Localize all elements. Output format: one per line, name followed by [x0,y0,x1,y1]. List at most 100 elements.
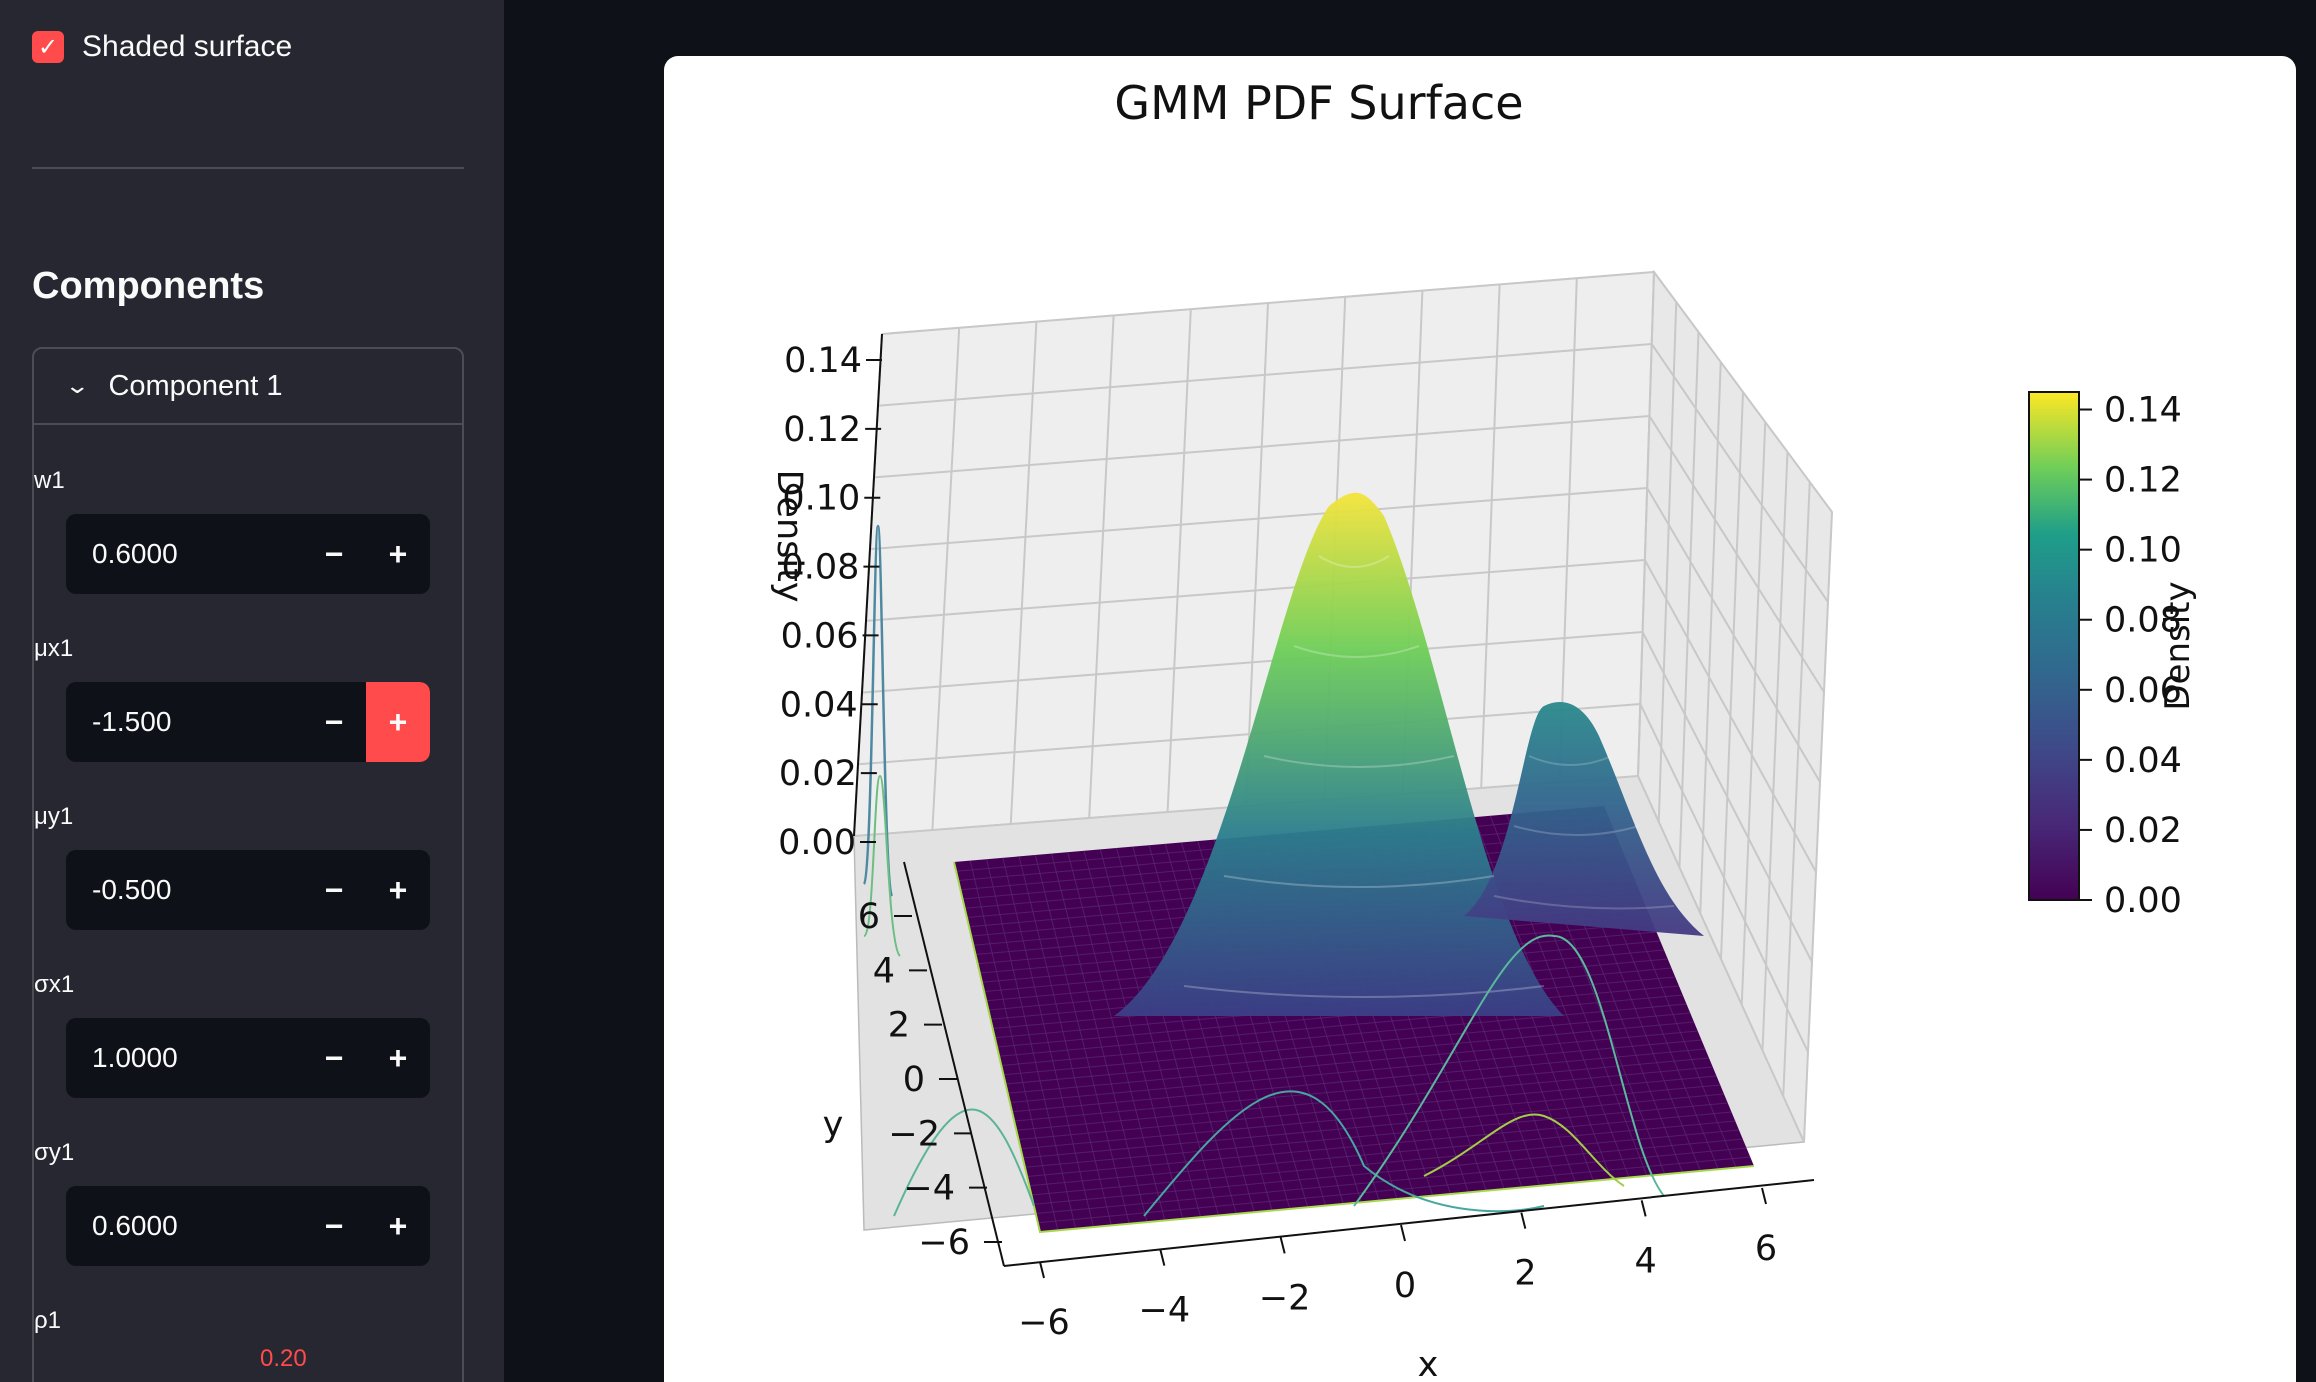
grid-line [1657,301,1678,822]
w1-value[interactable]: 0.6000 [92,538,178,569]
sigmax1-input[interactable]: 1.0000 − + [66,1018,430,1098]
grid-line [1761,451,1789,1051]
gmm-surface-plot: 0.00 0.02 0.04 0.06 0.08 0.10 0.12 0.14 Density −… [769,269,2198,1382]
sigmax1-decrement-button[interactable]: − [324,1039,344,1076]
grid-line [1699,361,1722,914]
x-tick [1159,1249,1166,1266]
grid-line [865,559,1645,622]
colorbar-tick-label: 0.00 [2104,881,2182,921]
grid-line [1646,487,1821,783]
mesh-line [1007,1030,1698,1094]
grid-line [1641,631,1813,963]
w1-input[interactable]: 0.6000 − + [66,514,430,594]
colorbar-tick-label: 0.08 [2104,601,2182,641]
mesh-line [1018,1075,1717,1140]
grid-line [1088,315,1115,819]
muy1-decrement-button[interactable]: − [324,871,344,908]
shaded-surface-checkbox[interactable]: ✓ Shaded surface [32,30,292,64]
y-tick-label: 6 [858,897,880,937]
contour-band [1528,755,1613,766]
component-1-expander: ⌄ Component 1 [32,347,464,1382]
proj-y-curve [863,774,901,957]
grid-line [1782,481,1811,1097]
sigmay1-decrement-button[interactable]: − [324,1207,344,1244]
contour-band [1183,985,1545,998]
grid-line [1166,309,1192,813]
grid-line [931,327,961,831]
component-1-header[interactable]: ⌄ Component 1 [34,349,462,425]
sigmay1-value[interactable]: 0.6000 [92,1210,178,1241]
grid-line [1558,278,1578,783]
x-axis-label: x [1418,1345,1439,1382]
y-axis-line [903,861,1005,1267]
surface-edge [953,861,1755,1234]
contour-band [1513,825,1640,836]
contour-band [1223,875,1495,888]
floor-mesh [956,807,1751,1231]
colorbar [2028,391,2080,901]
muy1-value[interactable]: -0.500 [92,874,172,905]
mux1-decrement-button[interactable]: − [324,703,344,740]
sigmay1-increment-button[interactable]: + [388,1207,408,1244]
grid-line [1648,415,1825,693]
grid-line [1245,302,1269,807]
grid-line [1009,321,1038,825]
sigmay1-label: σy1 [34,1139,75,1166]
mux1-input[interactable]: -1.500 − + [66,682,430,762]
contour-band [1293,645,1420,658]
rho1-label: ρ1 [34,1307,61,1334]
proj-curve-4 [1423,1113,1625,1187]
colorbar-label: Density [2158,581,2198,710]
y-tick-label: 2 [888,1006,910,1046]
colorbar-tick-label: 0.04 [2104,741,2182,781]
grid-line [881,271,1655,335]
grid-line [877,343,1652,407]
x-tick-label: 2 [1514,1254,1536,1294]
grid-line [1643,559,1817,873]
x-tick [1640,1200,1647,1217]
peak-secondary [1464,701,1704,936]
grid-line [1653,271,1833,513]
y-tick-label: −4 [903,1169,955,1209]
proj-curve-2 [1143,1090,1545,1217]
colorbar-tick-label: 0.10 [2104,531,2182,571]
mux1-increment-button[interactable]: + [366,682,430,762]
x-tick [1761,1187,1767,1205]
peak-primary [1114,492,1564,1016]
z-tick-label: 0.08 [781,548,859,588]
chart-title: GMM PDF Surface [1114,76,1524,130]
z-tick-label: 0.14 [784,341,862,381]
mux1-label: μx1 [34,635,74,662]
mesh-line [999,994,1683,1057]
grid-line [1637,775,1805,1143]
grid-line [1678,331,1700,868]
grid-line [861,631,1643,694]
muy1-increment-button[interactable]: + [388,871,408,908]
mesh-line [1003,1012,1691,1076]
sigmax1-value[interactable]: 1.0000 [92,1042,178,1073]
mux1-value[interactable]: -1.500 [92,706,172,737]
rho1-slider-value[interactable]: 0.20 [260,1345,307,1372]
x-tick [1400,1224,1406,1242]
x-tick-label: 6 [1755,1229,1777,1269]
z-tick-label: 0.00 [778,823,856,863]
x-tick [1279,1237,1286,1254]
checkmark-icon[interactable]: ✓ [32,31,64,63]
grid-line [1637,271,1655,777]
contour-band [1318,555,1390,568]
mesh-line [1020,1084,1721,1150]
grid-line [1803,511,1833,1143]
mesh-line [1033,1138,1743,1205]
contour-band [1493,895,1675,910]
divider [32,167,464,169]
z-axis-line [853,333,883,837]
grid-line [1740,421,1767,1005]
contour-band [1263,755,1455,768]
w1-increment-button[interactable]: + [388,535,408,572]
sigmax1-increment-button[interactable]: + [388,1039,408,1076]
w1-decrement-button[interactable]: − [324,535,344,572]
sigmay1-input[interactable]: 0.6000 − + [66,1186,430,1266]
z-tick-label: 0.10 [782,479,860,519]
mesh-line [1027,1111,1732,1177]
muy1-input[interactable]: -0.500 − + [66,850,430,930]
